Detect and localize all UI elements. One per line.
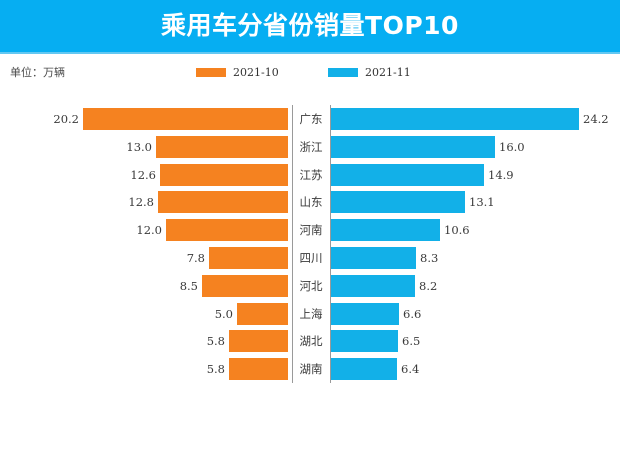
left-series-cell: 20.2	[0, 105, 288, 133]
value-label-2021-11: 6.6	[403, 306, 422, 321]
legend-swatch-2021-10	[196, 68, 226, 78]
right-series-cell: 6.4	[331, 355, 620, 383]
category-label: 山东	[299, 195, 323, 210]
chart-row: 12.6 江苏 14.9	[0, 161, 620, 189]
value-label-2021-11: 8.3	[420, 250, 439, 265]
value-label-2021-11: 10.6	[444, 223, 470, 238]
legend-item-2021-11[interactable]: 2021-11	[328, 64, 411, 80]
value-label-2021-10: 12.0	[136, 223, 162, 238]
category-label: 四川	[299, 250, 323, 265]
value-label-2021-11: 6.5	[402, 334, 421, 349]
bar-2021-11[interactable]	[331, 302, 399, 325]
legend-row: 单位：万辆 2021-10 2021-11	[0, 56, 620, 90]
left-series-cell: 12.0	[0, 216, 288, 244]
bar-2021-10[interactable]	[160, 163, 288, 186]
category-label: 上海	[299, 306, 323, 321]
bar-2021-10[interactable]	[229, 358, 288, 381]
right-series-cell: 6.5	[331, 327, 620, 355]
bar-2021-10[interactable]	[83, 108, 288, 130]
value-label-2021-10: 12.8	[128, 195, 154, 210]
bar-2021-11[interactable]	[331, 246, 416, 269]
value-label-2021-10: 5.8	[206, 334, 225, 349]
axis-line-left	[292, 105, 293, 383]
bar-2021-10[interactable]	[209, 246, 288, 269]
value-label-2021-10: 8.5	[179, 278, 198, 293]
chart-header-band: 乘用车分省份销量TOP10	[0, 0, 620, 54]
value-label-2021-10: 7.8	[186, 250, 205, 265]
category-label: 湖北	[299, 334, 323, 349]
chart-row: 8.5 河北 8.2	[0, 272, 620, 300]
right-series-cell: 10.6	[331, 216, 620, 244]
legend-label-2021-10: 2021-10	[233, 66, 279, 80]
bar-2021-11[interactable]	[331, 330, 398, 353]
legend-item-2021-10[interactable]: 2021-10	[196, 64, 279, 80]
value-label-2021-11: 24.2	[583, 112, 609, 126]
value-label-2021-10: 12.6	[130, 167, 156, 182]
value-label-2021-11: 13.1	[469, 195, 495, 210]
category-label: 湖南	[299, 362, 323, 377]
bar-2021-11[interactable]	[331, 274, 415, 297]
bar-2021-11[interactable]	[331, 358, 397, 381]
unit-label: 单位：万辆	[10, 66, 65, 79]
value-label-2021-11: 14.9	[488, 167, 514, 182]
left-series-cell: 12.6	[0, 161, 288, 189]
bar-2021-11[interactable]	[331, 219, 440, 242]
axis-line-right	[330, 105, 331, 383]
bar-2021-10[interactable]	[237, 302, 288, 325]
category-label: 广东	[299, 112, 323, 126]
category-label: 河南	[299, 223, 323, 238]
value-label-2021-10: 5.8	[206, 362, 225, 377]
value-label-2021-10: 13.0	[126, 139, 152, 154]
right-series-cell: 24.2	[331, 105, 620, 133]
chart-row: 13.0 浙江 16.0	[0, 133, 620, 161]
right-series-cell: 6.6	[331, 300, 620, 328]
plot-area: 20.2 广东 24.2 13.0 浙江 16.0 12.6 江苏 14.9 12.8 山东 13.1…	[0, 100, 620, 390]
left-series-cell: 5.8	[0, 355, 288, 383]
left-series-cell: 5.0	[0, 300, 288, 328]
left-series-cell: 12.8	[0, 188, 288, 216]
legend-label-2021-11: 2021-11	[365, 66, 411, 80]
chart-row: 5.8 湖南 6.4	[0, 355, 620, 383]
value-label-2021-10: 5.0	[214, 306, 233, 321]
bar-2021-10[interactable]	[202, 274, 288, 297]
page-title: 乘用车分省份销量TOP10	[161, 11, 459, 40]
chart-row: 12.8 山东 13.1	[0, 188, 620, 216]
value-label-2021-11: 8.2	[419, 278, 438, 293]
bar-2021-11[interactable]	[331, 191, 465, 214]
category-label: 河北	[299, 278, 323, 293]
chart-row: 12.0 河南 10.6	[0, 216, 620, 244]
legend-swatch-2021-11	[328, 68, 358, 78]
bar-2021-11[interactable]	[331, 163, 484, 186]
chart-row: 7.8 四川 8.3	[0, 244, 620, 272]
right-series-cell: 8.2	[331, 272, 620, 300]
bar-2021-10[interactable]	[229, 330, 288, 353]
left-series-cell: 5.8	[0, 327, 288, 355]
value-label-2021-10: 20.2	[53, 112, 79, 126]
right-series-cell: 13.1	[331, 188, 620, 216]
chart-row: 5.8 湖北 6.5	[0, 327, 620, 355]
bar-2021-11[interactable]	[331, 108, 579, 130]
value-label-2021-11: 16.0	[499, 139, 525, 154]
chart-row: 20.2 广东 24.2	[0, 105, 620, 133]
right-series-cell: 16.0	[331, 133, 620, 161]
left-series-cell: 7.8	[0, 244, 288, 272]
category-label: 浙江	[299, 139, 323, 154]
category-label: 江苏	[299, 167, 323, 182]
bar-2021-10[interactable]	[158, 191, 288, 214]
right-series-cell: 8.3	[331, 244, 620, 272]
chart-rows: 20.2 广东 24.2 13.0 浙江 16.0 12.6 江苏 14.9 12.8 山东 13.1…	[0, 105, 620, 383]
chart-row: 5.0 上海 6.6	[0, 300, 620, 328]
bar-2021-11[interactable]	[331, 135, 495, 158]
right-series-cell: 14.9	[331, 161, 620, 189]
bar-2021-10[interactable]	[156, 135, 288, 158]
value-label-2021-11: 6.4	[401, 362, 420, 377]
bar-2021-10[interactable]	[166, 219, 288, 242]
left-series-cell: 13.0	[0, 133, 288, 161]
left-series-cell: 8.5	[0, 272, 288, 300]
